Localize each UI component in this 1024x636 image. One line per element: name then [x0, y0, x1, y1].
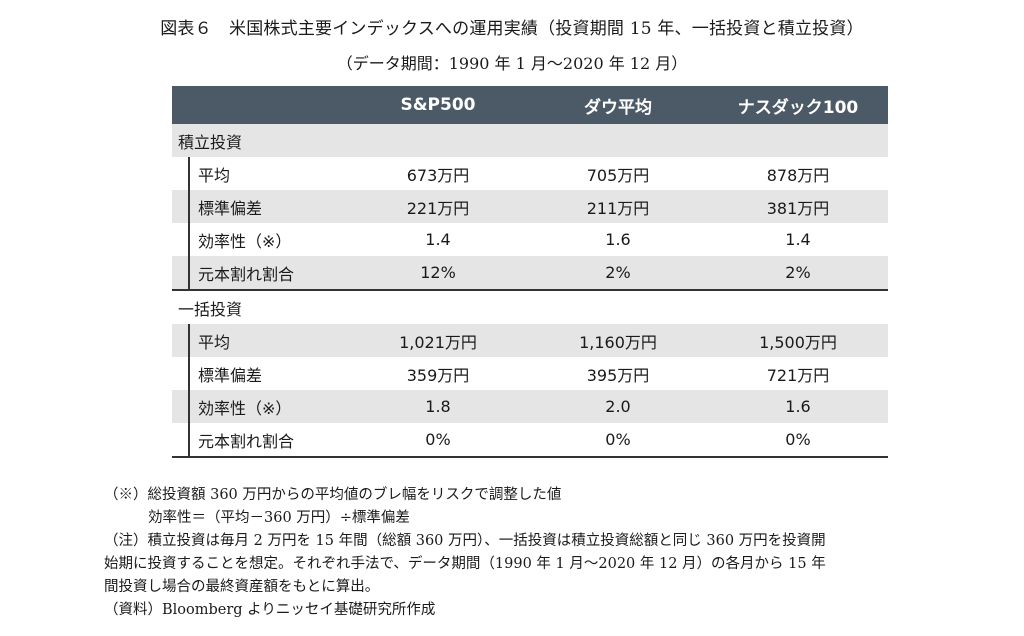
table-row: 平均 673万円 705万円 878万円	[172, 157, 888, 190]
group-bracket	[188, 423, 190, 456]
row-label-cell: 効率性（※）	[172, 390, 348, 423]
value-cell: 1.6	[605, 230, 631, 249]
row-label-cell: 元本割れ割合	[172, 256, 348, 291]
group-bracket	[188, 190, 190, 223]
header-dow: ダウ平均	[528, 86, 708, 124]
results-table-container: S&P500 ダウ平均 ナスダック100 積立投資 平均 673万円 705万円…	[172, 86, 888, 458]
row-label: 標準偏差	[198, 198, 263, 218]
value-cell: 878万円	[766, 165, 830, 185]
value-cell: 721万円	[766, 365, 830, 385]
value-cell: 211万円	[528, 190, 708, 223]
section-label: 一括投資	[172, 290, 888, 324]
footnotes: （※）総投資額 360 万円からの平均値のブレ幅をリスクで調整した値 効率性＝（…	[104, 484, 964, 622]
figure-subtitle: （データ期間：1990 年 1 月～2020 年 12 月）	[336, 54, 688, 73]
note-assumption-line2: 始期に投資することを想定。それぞれ手法で、データ期間（1990 年 1 月～20…	[104, 556, 826, 572]
row-label: 元本割れ割合	[198, 431, 295, 451]
row-label: 効率性（※）	[198, 231, 292, 251]
row-label-cell: 平均	[172, 157, 348, 190]
section-row-ikkatsu: 一括投資	[172, 290, 888, 324]
note-efficiency-definition: （※）総投資額 360 万円からの平均値のブレ幅をリスクで調整した値	[104, 487, 562, 503]
value-cell: 673万円	[406, 165, 470, 185]
section-row-tsumitate: 積立投資	[172, 124, 888, 157]
table-row: 効率性（※） 1.8 2.0 1.6	[172, 390, 888, 423]
table-row: 効率性（※） 1.4 1.6 1.4	[172, 223, 888, 256]
table-row: 標準偏差 221万円 211万円 381万円	[172, 190, 888, 223]
header-nasdaq100: ナスダック100	[708, 86, 888, 124]
value-cell: 221万円	[348, 190, 528, 223]
value-cell: 1.8	[348, 390, 528, 423]
value-cell: 2.0	[528, 390, 708, 423]
value-cell: 1.4	[785, 230, 811, 249]
table-row: 元本割れ割合 12% 2% 2%	[172, 256, 888, 291]
row-label-cell: 平均	[172, 324, 348, 357]
table-row: 標準偏差 359万円 395万円 721万円	[172, 357, 888, 390]
results-table: S&P500 ダウ平均 ナスダック100 積立投資 平均 673万円 705万円…	[172, 86, 888, 458]
note-efficiency-formula: 効率性＝（平均－360 万円）÷標準偏差	[148, 510, 410, 526]
value-cell: 359万円	[406, 365, 470, 385]
row-label-cell: 効率性（※）	[172, 223, 348, 256]
row-label-cell: 標準偏差	[172, 357, 348, 390]
table-row: 平均 1,021万円 1,160万円 1,500万円	[172, 324, 888, 357]
value-cell: 2%	[708, 256, 888, 291]
group-bracket	[188, 157, 190, 190]
table-row: 元本割れ割合 0% 0% 0%	[172, 423, 888, 458]
header-corner-cell	[172, 86, 348, 124]
note-assumption-line3: 間投資し場合の最終資産額をもとに算出。	[104, 579, 380, 595]
row-label-cell: 元本割れ割合	[172, 423, 348, 458]
value-cell: 381万円	[708, 190, 888, 223]
header-sp500: S&P500	[348, 86, 528, 124]
value-cell: 1,160万円	[528, 324, 708, 357]
value-cell: 1,021万円	[348, 324, 528, 357]
value-cell: 0%	[528, 423, 708, 458]
group-bracket	[188, 256, 190, 289]
row-label: 標準偏差	[198, 365, 263, 385]
row-label: 効率性（※）	[198, 398, 292, 418]
row-label-cell: 標準偏差	[172, 190, 348, 223]
row-label: 平均	[198, 332, 231, 352]
group-bracket	[188, 223, 190, 256]
value-cell: 1.6	[708, 390, 888, 423]
note-source: （資料）Bloomberg よりニッセイ基礎研究所作成	[104, 602, 436, 618]
value-cell: 705万円	[586, 165, 650, 185]
value-cell: 2%	[528, 256, 708, 291]
group-bracket	[188, 390, 190, 423]
value-cell: 1,500万円	[708, 324, 888, 357]
value-cell: 0%	[348, 423, 528, 458]
row-label: 平均	[198, 165, 231, 185]
value-cell: 1.4	[425, 230, 451, 249]
group-bracket	[188, 324, 190, 357]
value-cell: 12%	[348, 256, 528, 291]
table-header-row: S&P500 ダウ平均 ナスダック100	[172, 86, 888, 124]
figure-title: 図表６ 米国株式主要インデックスへの運用実績（投資期間 15 年、一括投資と積立…	[160, 19, 864, 39]
row-label: 元本割れ割合	[198, 264, 295, 284]
group-bracket	[188, 357, 190, 390]
note-assumption-line1: （注）積立投資は毎月 2 万円を 15 年間（総額 360 万円）、一括投資は積…	[104, 533, 826, 549]
section-label: 積立投資	[172, 124, 888, 157]
value-cell: 395万円	[586, 365, 650, 385]
value-cell: 0%	[708, 423, 888, 458]
